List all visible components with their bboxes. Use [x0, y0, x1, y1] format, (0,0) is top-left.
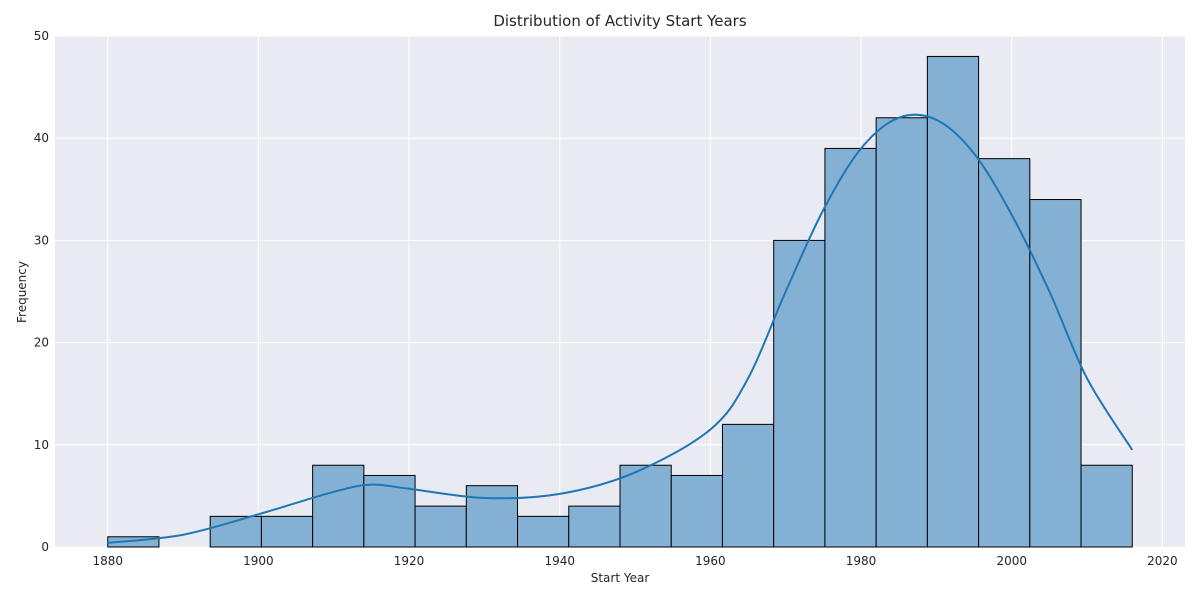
x-tick-label: 2000: [996, 554, 1027, 568]
histogram-bar: [926, 55, 980, 548]
histogram-bar: [619, 464, 672, 548]
y-tick-label: 40: [34, 131, 49, 145]
histogram-bar: [1029, 199, 1082, 548]
histogram-bar: [363, 474, 416, 548]
histogram-bars: [107, 55, 1133, 548]
x-axis-label: Start Year: [591, 571, 650, 585]
histogram-bar: [721, 423, 775, 548]
histogram-bar: [824, 147, 877, 548]
x-tick-label: 1960: [695, 554, 726, 568]
chart-title: Distribution of Activity Start Years: [493, 12, 747, 30]
histogram-bar: [773, 239, 826, 548]
y-axis-ticks: 0 10 20 30 40 50: [34, 29, 49, 554]
histogram-bar: [978, 158, 1031, 548]
x-axis-ticks: 1880 1900 1920 1940 1960 1980 2000 2020: [92, 554, 1177, 568]
histogram-bar: [465, 485, 519, 548]
x-tick-label: 1900: [243, 554, 274, 568]
histogram-bar: [568, 505, 621, 548]
histogram-bar: [1080, 464, 1133, 548]
x-tick-label: 1880: [92, 554, 123, 568]
y-axis-label: Frequency: [15, 261, 29, 323]
histogram-bar: [875, 117, 928, 548]
histogram-bar: [107, 536, 160, 548]
histogram-bar: [670, 474, 723, 548]
y-tick-label: 50: [34, 29, 49, 43]
y-tick-label: 20: [34, 336, 49, 350]
kde-curve: [107, 113, 1134, 544]
histogram-bar: [517, 515, 570, 548]
x-tick-label: 1920: [394, 554, 425, 568]
y-tick-label: 10: [34, 438, 49, 452]
histogram-bar: [260, 515, 314, 548]
histogram-bar: [312, 464, 365, 548]
x-tick-label: 1980: [846, 554, 877, 568]
y-tick-label: 30: [34, 233, 49, 247]
x-tick-label: 2020: [1147, 554, 1178, 568]
y-tick-label: 0: [41, 540, 49, 554]
x-tick-label: 1940: [544, 554, 575, 568]
histogram-bar: [414, 505, 467, 548]
histogram-bar: [209, 515, 262, 548]
